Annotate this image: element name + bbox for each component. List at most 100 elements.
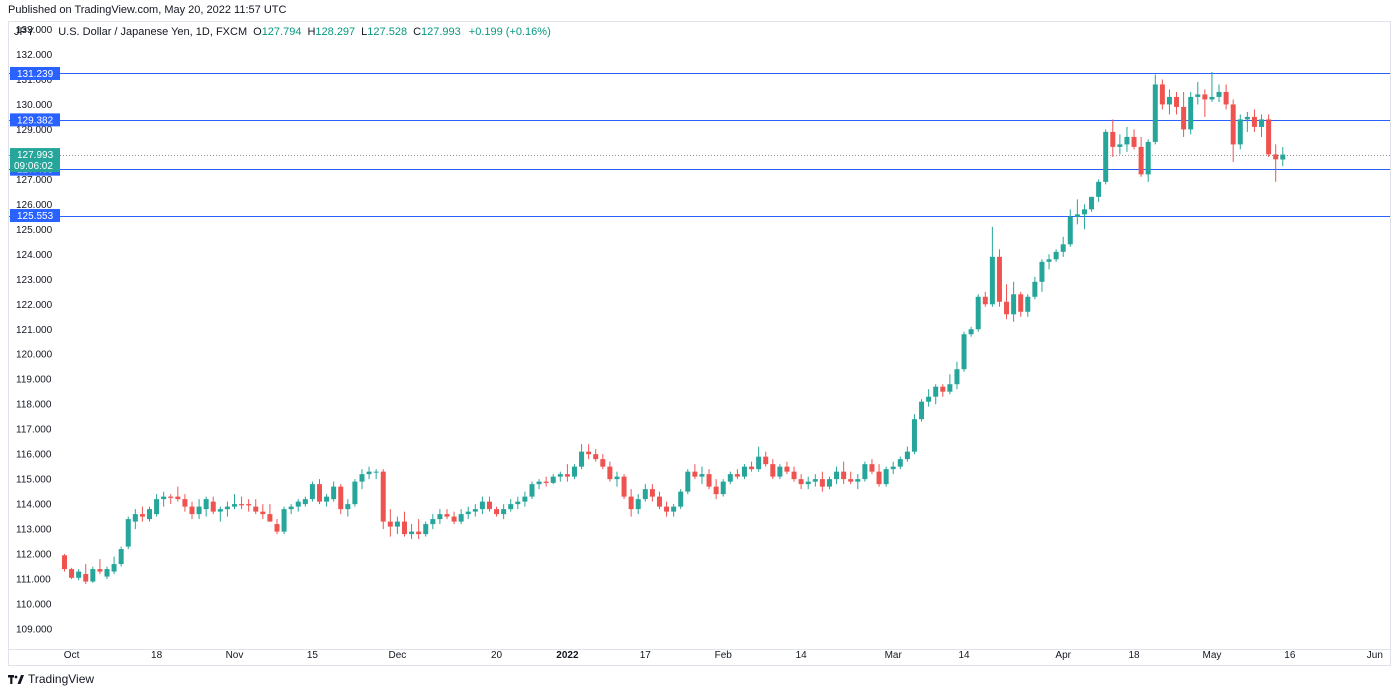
candle-up: [1011, 294, 1017, 315]
candle-up: [954, 369, 960, 385]
candle-up: [1039, 261, 1045, 282]
y-tick-label: 110.000: [16, 600, 52, 611]
candle-down: [97, 569, 103, 572]
y-tick-label: 127.000: [16, 175, 53, 186]
x-tick-label: Apr: [1055, 650, 1071, 661]
candle-up: [224, 506, 230, 510]
candle-up: [302, 499, 308, 505]
candle-up: [90, 569, 96, 582]
candle-down: [664, 506, 670, 512]
candle-down: [83, 574, 89, 582]
candle-up: [1195, 94, 1201, 97]
published-caption: Published on TradingView.com, May 20, 20…: [8, 4, 287, 16]
y-tick-label: 132.000: [16, 50, 53, 61]
candle-up: [104, 569, 110, 577]
legend-open-value: 127.794: [261, 26, 302, 38]
candle-up: [295, 501, 301, 507]
candle-down: [841, 471, 847, 480]
candle-down: [416, 531, 422, 535]
candle-down: [656, 496, 662, 507]
candle-up: [756, 456, 762, 470]
candle-down: [621, 476, 627, 497]
y-tick-label: 119.000: [16, 375, 52, 386]
x-tick-label: Mar: [885, 650, 903, 661]
candle-up: [479, 501, 485, 510]
candle-down: [380, 471, 386, 522]
x-tick-label: 18: [1128, 650, 1140, 661]
candle-up: [579, 451, 585, 467]
legend-change: +0.199 (+0.16%): [468, 26, 551, 38]
y-tick-label: 116.000: [16, 450, 52, 461]
candle-up: [897, 459, 903, 467]
candle-up: [812, 479, 818, 482]
candle-down: [210, 501, 216, 512]
candle-up: [961, 334, 967, 370]
candle-up: [118, 549, 124, 565]
candle-up: [1060, 244, 1066, 252]
candle-up: [777, 466, 783, 477]
candle-down: [1138, 146, 1144, 175]
candle-up: [635, 499, 641, 510]
price-level-tag: [10, 66, 60, 80]
candle-up: [359, 474, 365, 482]
candle-down: [876, 471, 882, 485]
candle-down: [996, 256, 1002, 302]
legend-close-label: C: [413, 26, 422, 38]
candle-down: [784, 466, 790, 472]
candle-up: [352, 481, 358, 505]
x-tick-label: 14: [958, 650, 970, 661]
footer-brand[interactable]: TradingView: [28, 671, 95, 686]
last-price-label: 127.993: [17, 150, 54, 161]
legend-low-value: 127.528: [367, 26, 408, 38]
candle-up: [685, 471, 691, 492]
candle-up: [394, 521, 400, 527]
y-tick-label: 115.000: [16, 475, 52, 486]
last-price-tag: [10, 148, 60, 173]
y-tick-label: 130.000: [16, 100, 53, 111]
candle-up: [1096, 181, 1102, 197]
candle-down: [494, 509, 500, 515]
candle-down: [940, 386, 946, 392]
candle-down: [316, 484, 322, 502]
chart-frame[interactable]: [8, 21, 1391, 666]
candle-up: [529, 484, 535, 497]
candle-up: [1124, 136, 1130, 145]
candle-up: [1025, 296, 1031, 312]
candle-up: [919, 401, 925, 420]
candle-down: [1018, 294, 1024, 312]
legend-close-value: 127.993: [421, 26, 461, 38]
candle-up: [76, 571, 82, 578]
candle-up: [132, 514, 138, 522]
candle-down: [1266, 119, 1272, 155]
candle-up: [1188, 96, 1194, 130]
price-level-tag-label: 129.382: [17, 115, 54, 126]
candle-down: [168, 496, 174, 498]
legend-high: H128.297: [307, 26, 355, 38]
y-tick-label: 117.000: [16, 425, 52, 436]
tradingview-logo-icon[interactable]: [8, 671, 24, 686]
candle-down: [260, 511, 266, 515]
candle-up: [911, 419, 917, 452]
candle-down: [175, 496, 181, 500]
candle-down: [62, 555, 67, 570]
candle-up: [1074, 214, 1080, 217]
legend-low: L127.528: [361, 26, 407, 38]
y-tick-label: 113.000: [16, 525, 52, 536]
candle-down: [1181, 106, 1187, 130]
candle-down: [713, 486, 719, 495]
candle-up: [883, 469, 889, 485]
candle-up: [989, 256, 995, 305]
y-tick-label: 118.000: [16, 400, 52, 411]
candle-up: [904, 451, 910, 460]
candle-up: [345, 504, 351, 510]
candle-down: [1110, 131, 1116, 147]
candle-up: [437, 514, 443, 520]
candle-up: [458, 514, 464, 522]
candle-up: [1103, 131, 1109, 182]
candle-down: [1251, 116, 1257, 127]
candle-up: [1209, 96, 1215, 100]
candle-down: [1004, 301, 1010, 315]
legend-low-label: L: [361, 26, 368, 38]
candle-up: [125, 519, 131, 547]
